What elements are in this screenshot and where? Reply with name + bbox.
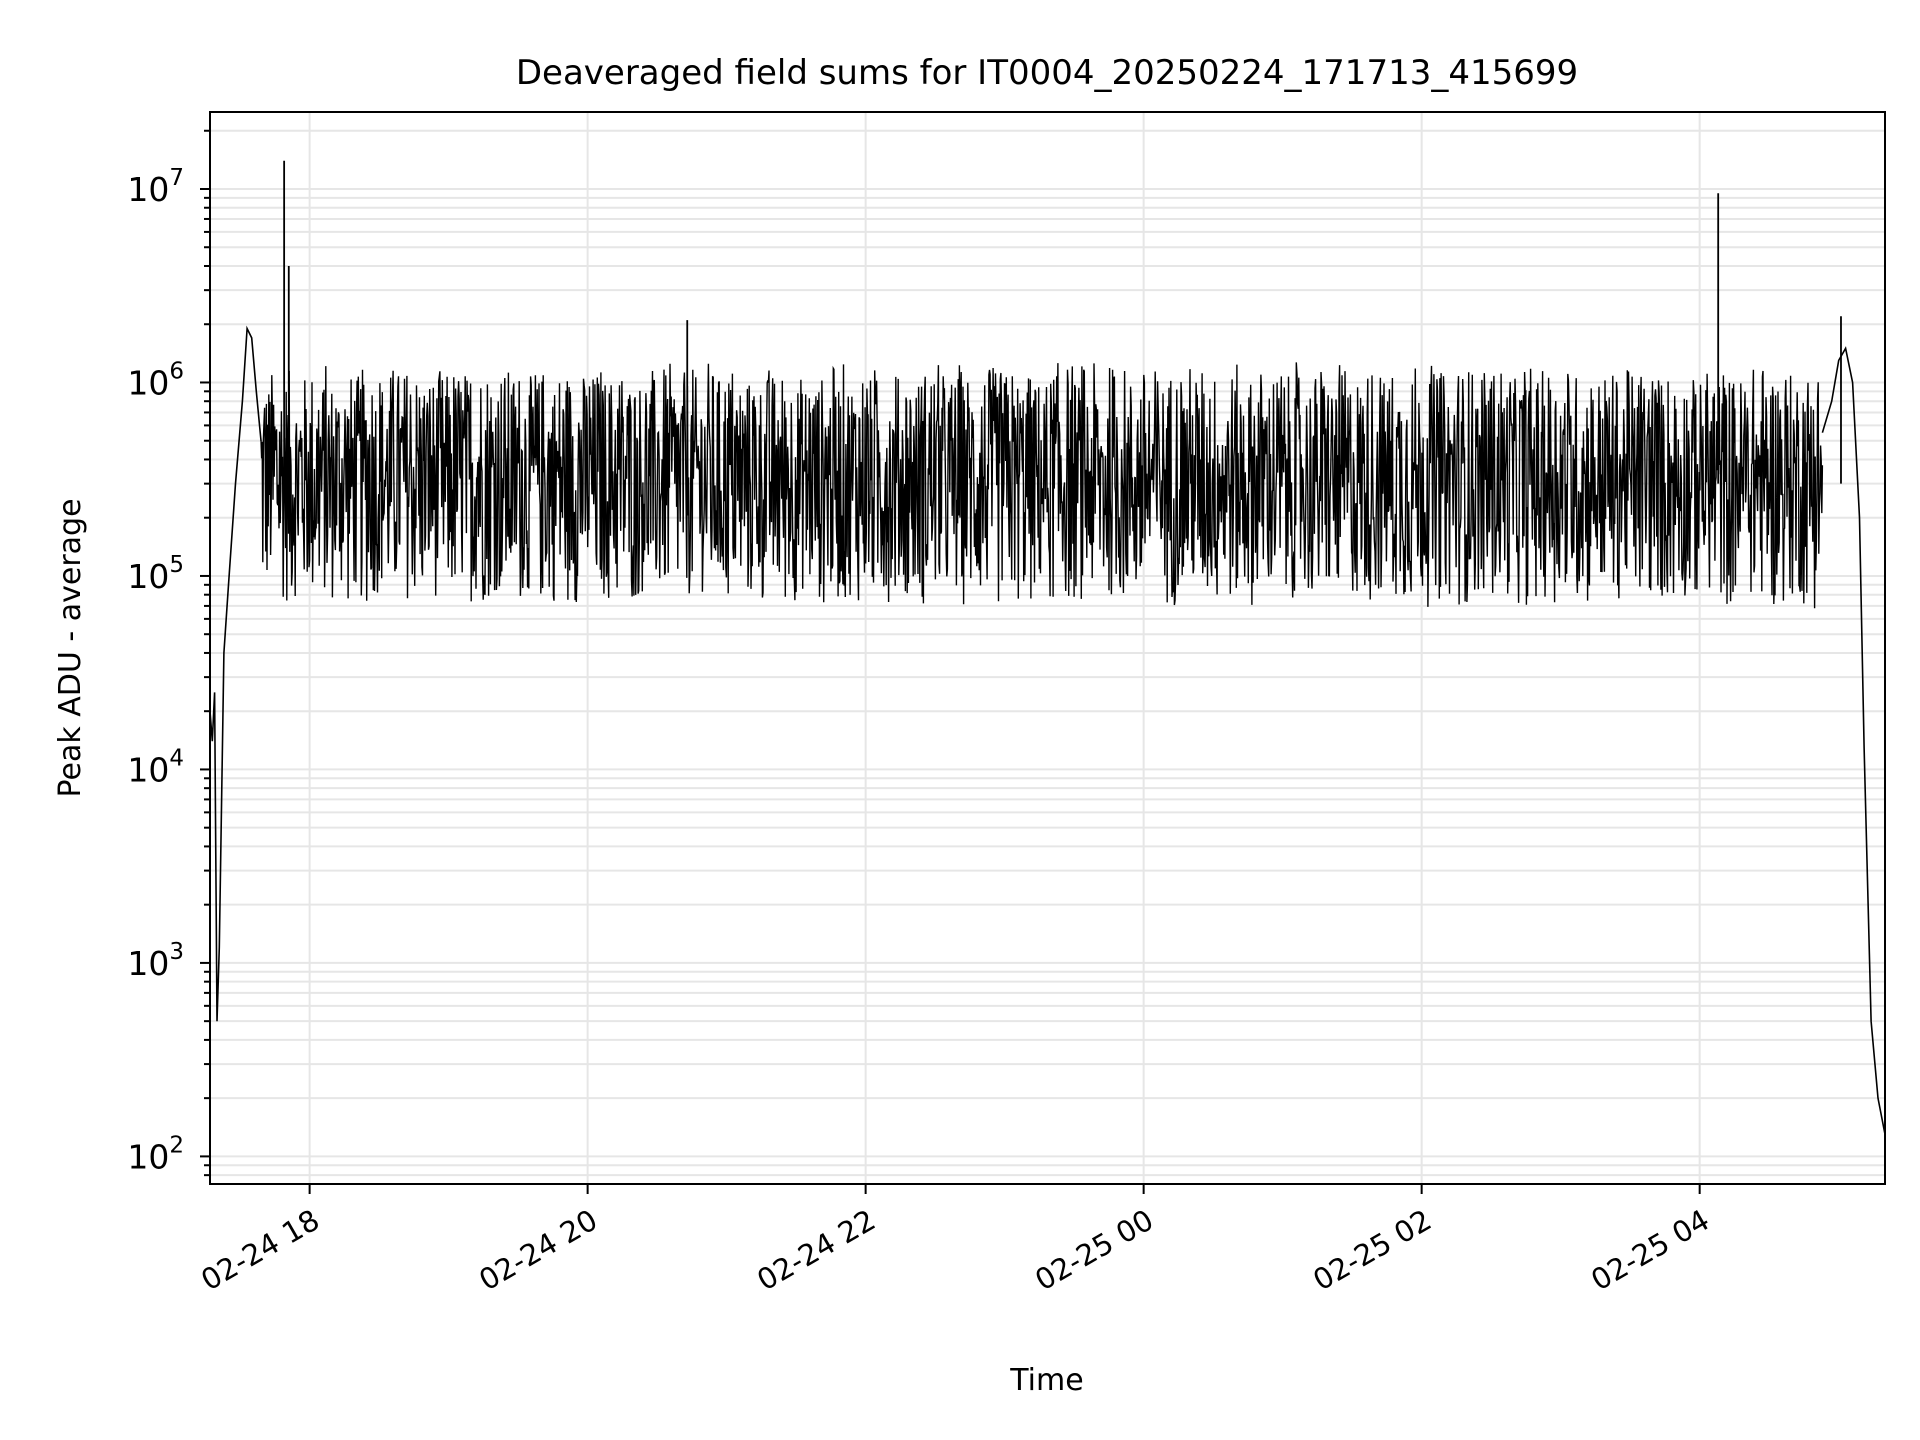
plot-area-frame bbox=[209, 111, 1886, 1185]
series-start-segment bbox=[209, 325, 262, 1022]
y-tick-label: 103 bbox=[127, 939, 184, 983]
chart-title: Deaveraged field sums for IT0004_2025022… bbox=[516, 53, 1578, 93]
y-tick-label: 104 bbox=[127, 745, 184, 789]
y-tick-label: 105 bbox=[127, 552, 184, 596]
y-tick-label: 107 bbox=[127, 165, 184, 209]
series-noise-band bbox=[260, 362, 1824, 609]
y-tick-label: 102 bbox=[127, 1132, 184, 1176]
series-end-segment bbox=[1821, 346, 1886, 1135]
y-tick-label: 106 bbox=[127, 358, 184, 402]
x-axis-label: Time bbox=[1009, 1363, 1083, 1398]
data-layer bbox=[209, 160, 1886, 1135]
y-axis-label: Peak ADU - average bbox=[53, 498, 88, 797]
